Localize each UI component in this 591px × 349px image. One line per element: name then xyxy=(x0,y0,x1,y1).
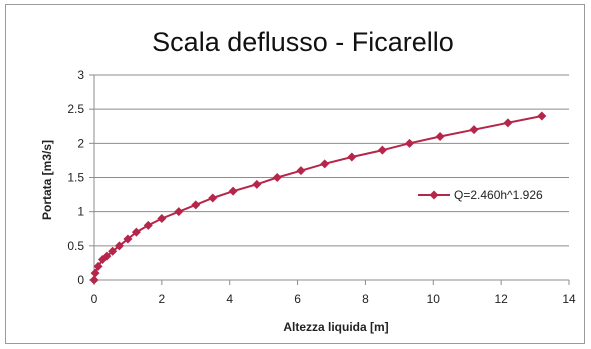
chart-title: Scala deflusso - Ficarello xyxy=(152,27,454,57)
y-tick-label: 3 xyxy=(77,68,84,82)
data-point xyxy=(90,268,100,278)
data-point xyxy=(89,275,99,285)
x-axis-label: Altezza liquida [m] xyxy=(283,320,388,334)
x-tick-label: 12 xyxy=(494,292,508,306)
chart-svg: Scala deflusso - Ficarello 0 0.5 1 1.5 2 2.5 3… xyxy=(40,27,576,334)
x-tick-label: 8 xyxy=(362,292,369,306)
legend: Q=2.460h^1.926 xyxy=(418,188,543,202)
x-tick-label: 6 xyxy=(294,292,301,306)
data-point xyxy=(143,220,153,230)
series-layer xyxy=(89,111,547,285)
data-point xyxy=(123,234,133,244)
y-tick-label: 1.5 xyxy=(67,171,84,185)
data-point xyxy=(174,207,184,217)
y-tick-label: 0.5 xyxy=(67,239,84,253)
data-point xyxy=(157,214,167,223)
data-point xyxy=(208,193,218,203)
data-point xyxy=(252,179,262,189)
data-point xyxy=(537,111,547,121)
y-axis-label: Portata [m3/s] xyxy=(40,140,54,220)
legend-marker xyxy=(429,190,439,200)
y-tick-labels: 0 0.5 1 1.5 2 2.5 3 xyxy=(67,68,84,287)
data-point xyxy=(191,200,201,210)
axes xyxy=(89,74,570,285)
legend-label: Q=2.460h^1.926 xyxy=(454,188,543,202)
x-tick-label: 2 xyxy=(159,292,166,306)
data-point xyxy=(114,241,124,251)
x-tick-label: 0 xyxy=(91,292,98,306)
data-point xyxy=(347,152,357,162)
x-tick-labels: 0 2 4 6 8 10 12 14 xyxy=(91,292,576,306)
y-tick-label: 2 xyxy=(77,136,84,150)
data-point xyxy=(435,132,445,141)
data-point xyxy=(469,125,479,135)
gridlines xyxy=(94,74,569,247)
data-point xyxy=(93,261,103,271)
y-tick-label: 2.5 xyxy=(67,102,84,116)
data-point xyxy=(272,173,282,182)
data-point xyxy=(102,251,112,261)
data-point xyxy=(228,186,238,196)
x-tick-label: 14 xyxy=(562,292,576,306)
data-point xyxy=(503,118,513,128)
x-tick-label: 10 xyxy=(427,292,441,306)
x-tick-label: 4 xyxy=(226,292,233,306)
y-tick-label: 0 xyxy=(77,273,84,287)
chart-frame: Scala deflusso - Ficarello 0 0.5 1 1.5 2 2.5 3… xyxy=(5,4,585,344)
data-point xyxy=(405,138,415,148)
data-point xyxy=(377,145,387,155)
data-point xyxy=(296,166,306,176)
y-tick-label: 1 xyxy=(77,205,84,219)
data-point xyxy=(108,246,118,256)
data-point xyxy=(320,159,330,169)
data-point xyxy=(131,227,141,237)
